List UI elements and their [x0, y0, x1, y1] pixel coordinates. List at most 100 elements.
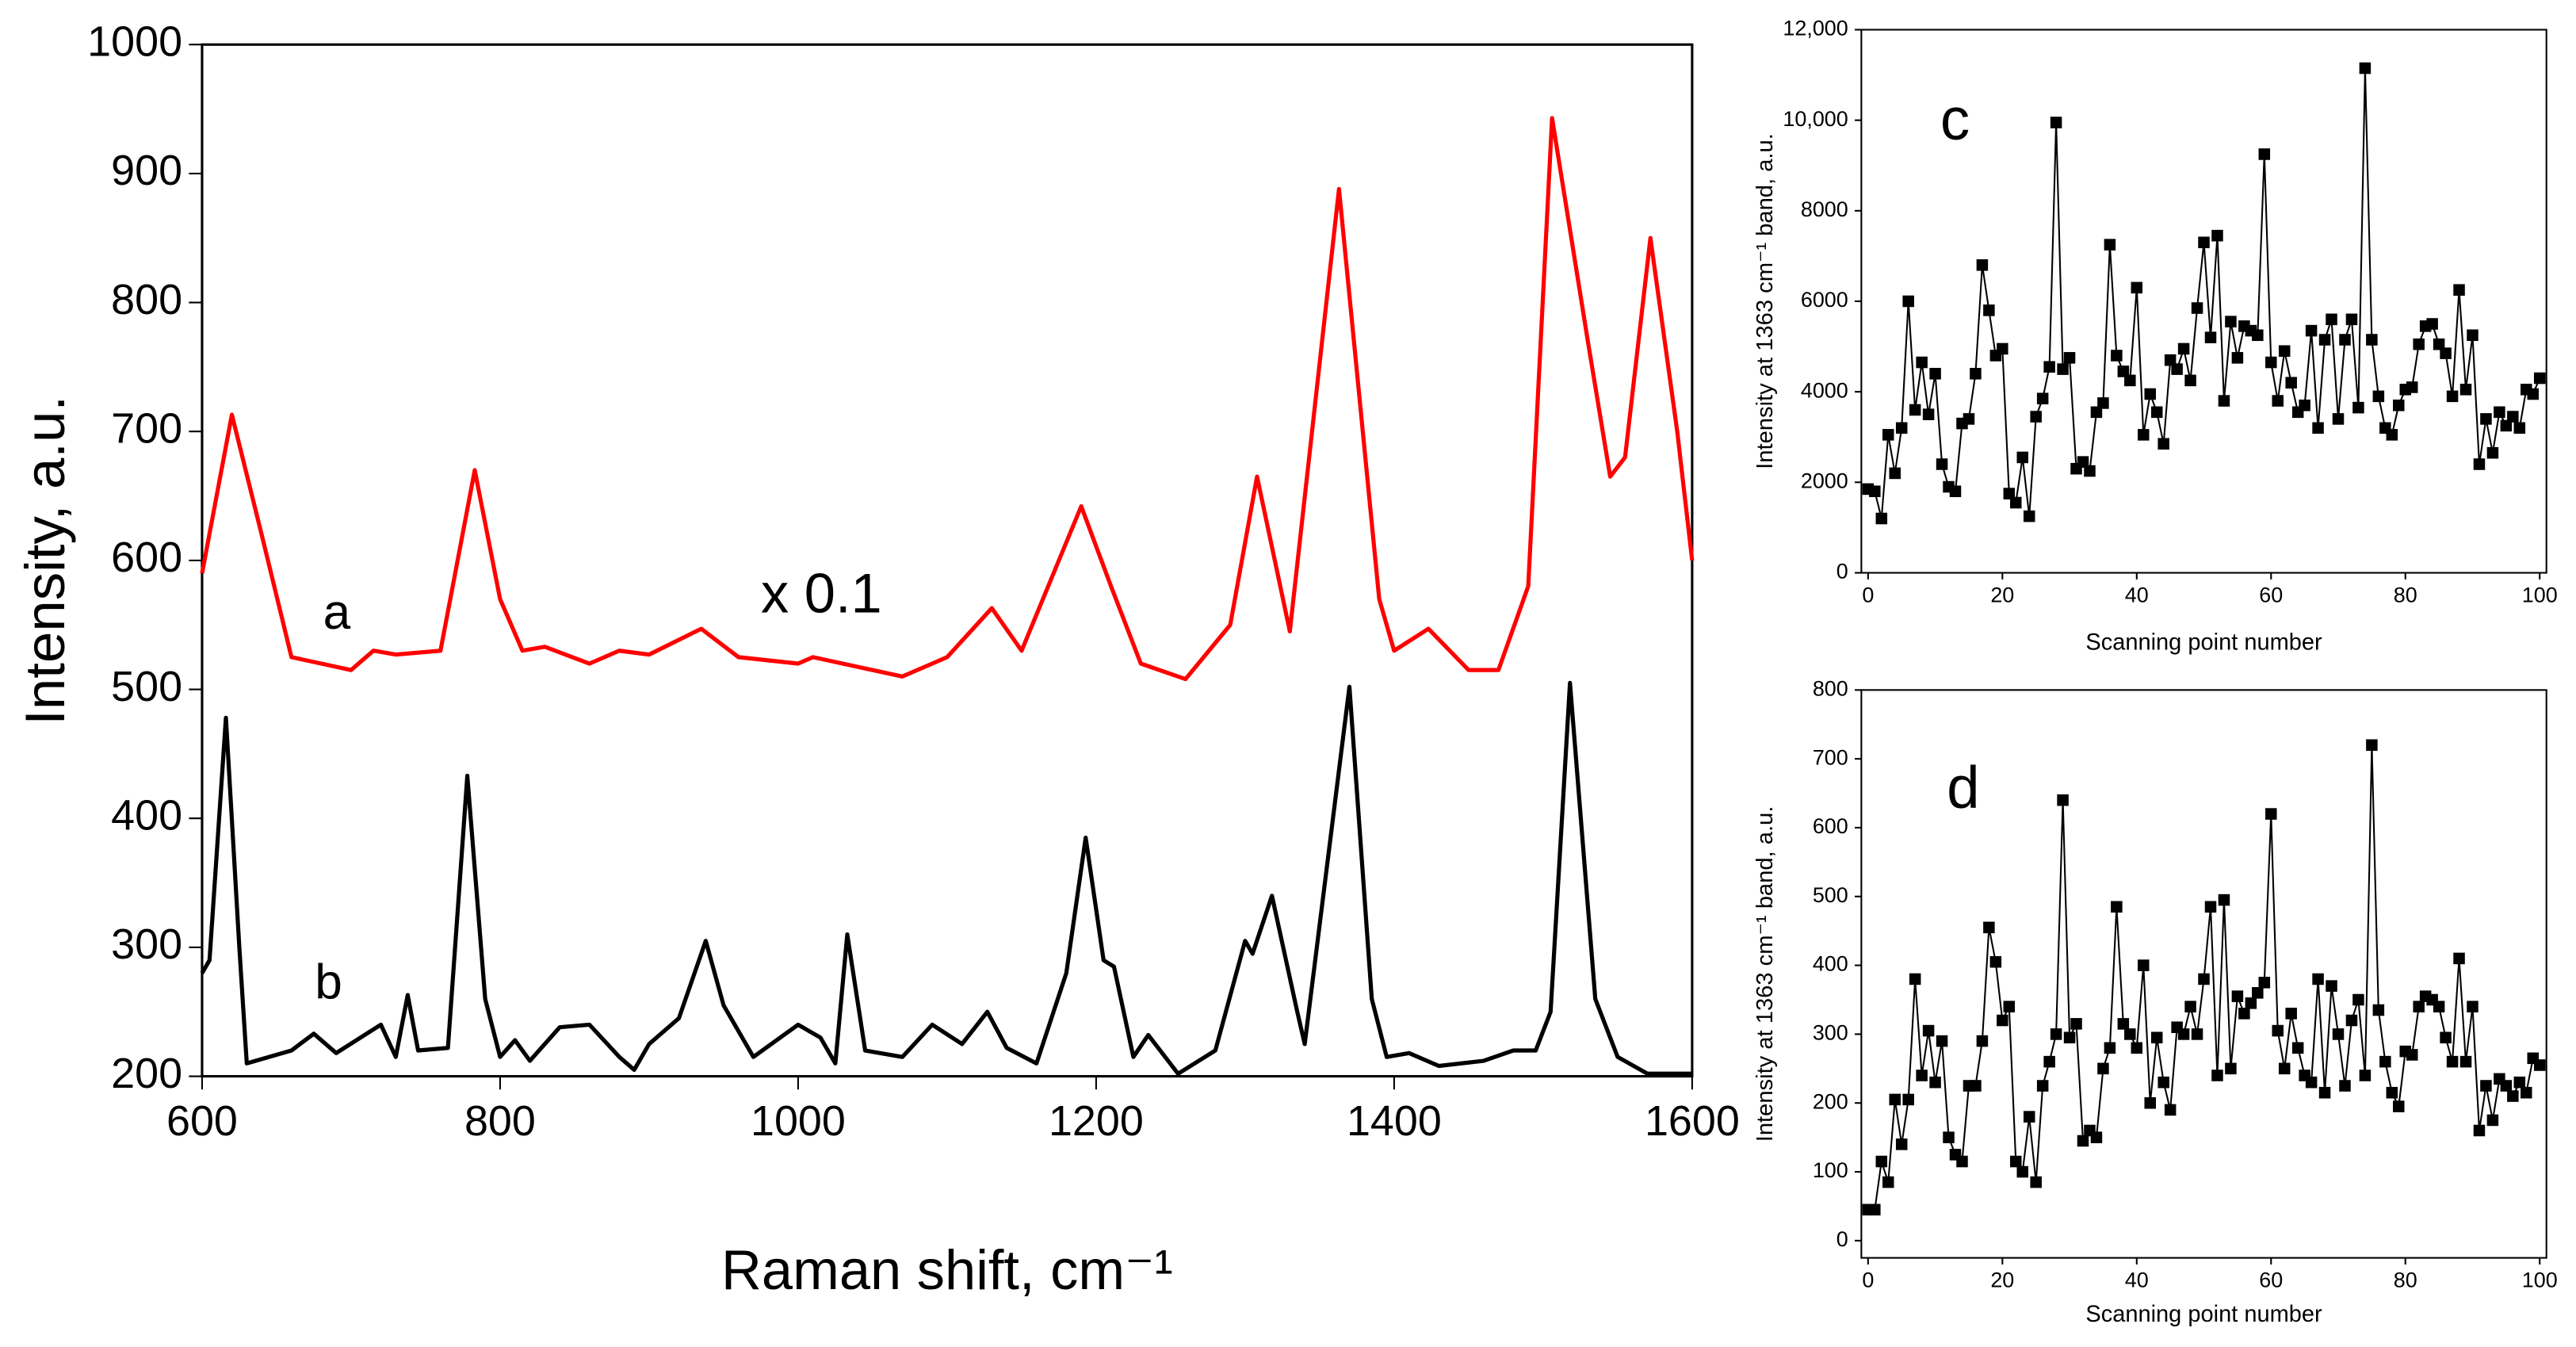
marker — [1916, 356, 1928, 369]
marker — [2339, 1080, 2351, 1092]
marker — [2090, 406, 2103, 419]
marker — [2204, 331, 2217, 343]
annotation: d — [1947, 754, 1979, 821]
marker — [2043, 361, 2055, 373]
marker — [2480, 1080, 2492, 1092]
marker — [2372, 1004, 2385, 1016]
marker — [2379, 1055, 2391, 1068]
marker — [2204, 901, 2217, 913]
marker — [2272, 395, 2284, 407]
y-tick-label: 500 — [111, 663, 182, 710]
marker — [1875, 1155, 1888, 1168]
marker — [1956, 1155, 1968, 1168]
y-tick-label: 1000 — [87, 17, 182, 65]
marker — [2138, 429, 2150, 441]
marker — [2480, 413, 2492, 425]
marker — [2507, 411, 2519, 423]
marker — [1875, 512, 1888, 525]
x-tick-label: 0 — [1862, 584, 1874, 607]
marker — [2198, 236, 2210, 249]
marker — [2124, 1028, 2136, 1040]
x-tick-label: 40 — [2125, 584, 2149, 607]
marker — [2111, 350, 2123, 362]
marker — [2063, 352, 2076, 364]
marker — [2467, 329, 2479, 342]
x-tick-label: 1400 — [1347, 1097, 1442, 1145]
y-tick-label: 500 — [1813, 883, 1848, 907]
marker — [2513, 1076, 2526, 1089]
marker — [2533, 372, 2546, 385]
x-axis-label: Raman shift, cm⁻¹ — [721, 1238, 1173, 1301]
marker — [2386, 1086, 2398, 1099]
x-tick-label: 60 — [2259, 1269, 2283, 1292]
marker — [2352, 993, 2364, 1006]
marker — [2177, 1028, 2190, 1040]
marker — [2036, 1080, 2049, 1092]
marker — [2238, 1008, 2250, 1020]
y-tick-label: 6000 — [1801, 288, 1848, 312]
marker — [1889, 467, 1901, 480]
marker — [2433, 338, 2445, 350]
marker — [2312, 973, 2324, 985]
marker — [2258, 977, 2271, 989]
marker — [2010, 1155, 2022, 1168]
x-tick-label: 60 — [2259, 584, 2283, 607]
marker — [2104, 1042, 2116, 1054]
x-tick-label: 0 — [1862, 1269, 1874, 1292]
marker — [2440, 347, 2452, 359]
marker — [2016, 451, 2028, 464]
marker — [2326, 980, 2337, 992]
marker — [2426, 318, 2438, 330]
marker — [2521, 1086, 2532, 1099]
x-tick-label: 40 — [2125, 1269, 2149, 1292]
marker — [1949, 485, 1962, 498]
x-tick-label: 80 — [2394, 584, 2417, 607]
marker — [2345, 313, 2358, 326]
marker — [2231, 990, 2244, 1002]
marker — [2077, 456, 2089, 468]
y-tick-label: 4000 — [1801, 378, 1848, 402]
y-axis-label: Intensity at 1363 cm⁻¹ band, a.u. — [1752, 806, 1778, 1142]
y-tick-label: 700 — [1813, 745, 1848, 769]
marker — [1895, 422, 1908, 434]
marker — [1902, 295, 1914, 308]
marker — [2225, 1062, 2237, 1075]
marker — [1983, 921, 1995, 934]
marker — [2500, 419, 2513, 432]
x-tick-label: 1600 — [1645, 1097, 1740, 1145]
marker — [2150, 406, 2163, 419]
y-tick-label: 400 — [1813, 952, 1848, 976]
marker — [2494, 406, 2505, 419]
marker — [2467, 1001, 2479, 1012]
marker — [2446, 1055, 2459, 1068]
y-axis-label: Intensity, a.u. — [13, 396, 76, 725]
marker — [2500, 1080, 2513, 1092]
marker — [2326, 313, 2337, 326]
marker — [1936, 458, 1948, 470]
x-tick-label: 1000 — [751, 1097, 846, 1145]
marker — [1882, 429, 1894, 441]
marker — [1895, 1138, 1908, 1150]
y-tick-label: 2000 — [1801, 469, 1848, 492]
y-tick-label: 300 — [1813, 1020, 1848, 1044]
marker — [2057, 794, 2069, 806]
marker — [1997, 342, 2008, 355]
marker — [2245, 997, 2257, 1009]
marker — [1976, 1035, 1989, 1047]
marker — [1869, 1203, 1881, 1216]
marker — [2191, 302, 2203, 314]
marker — [2111, 901, 2123, 913]
marker — [2366, 739, 2378, 752]
marker — [1989, 955, 2002, 968]
marker — [1929, 1076, 1941, 1089]
marker — [2050, 1028, 2062, 1040]
marker — [2063, 1031, 2076, 1044]
marker — [2332, 1028, 2345, 1040]
marker — [2030, 411, 2042, 423]
y-axis-label: Intensity at 1363 cm⁻¹ band, a.u. — [1752, 133, 1778, 469]
x-tick-label: 20 — [1990, 584, 2014, 607]
y-tick-label: 400 — [111, 791, 182, 839]
marker — [2144, 388, 2156, 400]
marker — [2285, 1008, 2297, 1020]
